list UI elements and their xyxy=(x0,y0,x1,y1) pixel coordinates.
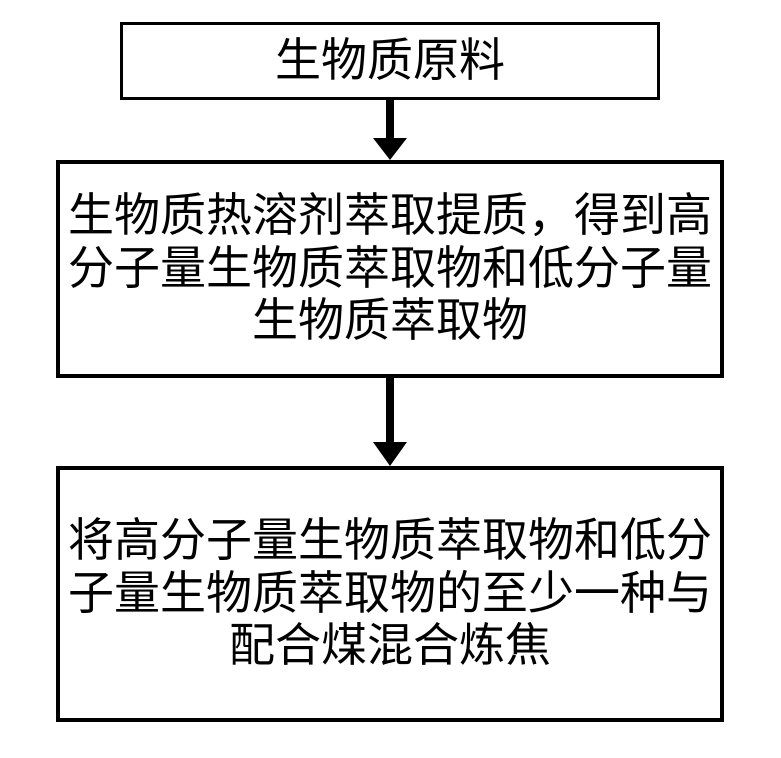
flowchart-node-label: 生物质原料 xyxy=(275,35,505,88)
flowchart-canvas: 生物质原料生物质热溶剂萃取提质，得到高分子量生物质萃取物和低分子量生物质萃取物将… xyxy=(0,0,781,758)
arrow-head-icon xyxy=(373,442,407,469)
flowchart-node-n1: 生物质原料 xyxy=(120,22,660,100)
arrow-head-icon xyxy=(373,138,407,163)
flowchart-node-label: 生物质热溶剂萃取提质，得到高分子量生物质萃取物和低分子量生物质萃取物 xyxy=(68,190,712,349)
flowchart-node-n3: 将高分子量生物质萃取物和低分子量生物质萃取物的至少一种与配合煤混合炼焦 xyxy=(56,466,724,722)
flowchart-node-label: 将高分子量生物质萃取物和低分子量生物质萃取物的至少一种与配合煤混合炼焦 xyxy=(68,515,712,674)
arrow-shaft xyxy=(386,378,394,442)
arrow-shaft xyxy=(386,100,394,138)
flowchart-node-n2: 生物质热溶剂萃取提质，得到高分子量生物质萃取物和低分子量生物质萃取物 xyxy=(56,160,724,378)
